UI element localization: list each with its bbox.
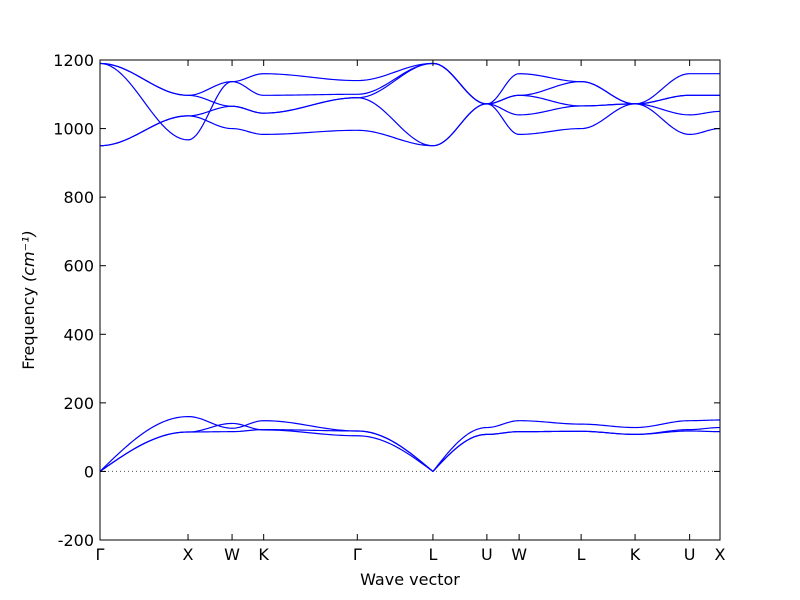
x-tick-label: Γ — [353, 545, 362, 564]
x-tick-label: K — [630, 545, 641, 564]
x-tick-label: K — [258, 545, 269, 564]
series-layer — [99, 62, 721, 473]
x-tick-label: X — [183, 545, 194, 564]
x-tick-label: Γ — [96, 545, 105, 564]
x-tick-label: U — [684, 545, 696, 564]
x-tick-label: L — [577, 545, 586, 564]
y-tick-label: 200 — [63, 394, 94, 413]
y-ticks: -200 0 200 400 600 800 1000 1200 — [53, 51, 720, 550]
y-tick-label: 0 — [84, 462, 94, 481]
x-tick-label: W — [224, 545, 240, 564]
y-axis-title: Frequency (cm⁻¹) — [19, 230, 38, 369]
x-tick-label: W — [511, 545, 527, 564]
y-tick-label: 400 — [63, 325, 94, 344]
band-branch-5 — [99, 97, 721, 147]
x-axis-title: Wave vector — [360, 570, 460, 589]
band-branch-8 — [99, 62, 720, 141]
y-tick-label: 600 — [63, 257, 94, 276]
y-tick-label: 1000 — [53, 120, 94, 139]
y-tick-label: 800 — [63, 188, 94, 207]
band-branch-2 — [99, 422, 721, 473]
x-tick-label: U — [481, 545, 493, 564]
band-branch-3 — [99, 415, 720, 473]
y-tick-label: 1200 — [53, 51, 94, 70]
plot-frame — [99, 59, 721, 541]
y-tick-label: -200 — [58, 531, 94, 550]
x-tick-label: X — [715, 545, 726, 564]
y-axis-title-text: Frequency — [19, 287, 38, 370]
x-tick-label: L — [428, 545, 437, 564]
y-axis-title-unit: (cm⁻¹) — [19, 230, 38, 282]
